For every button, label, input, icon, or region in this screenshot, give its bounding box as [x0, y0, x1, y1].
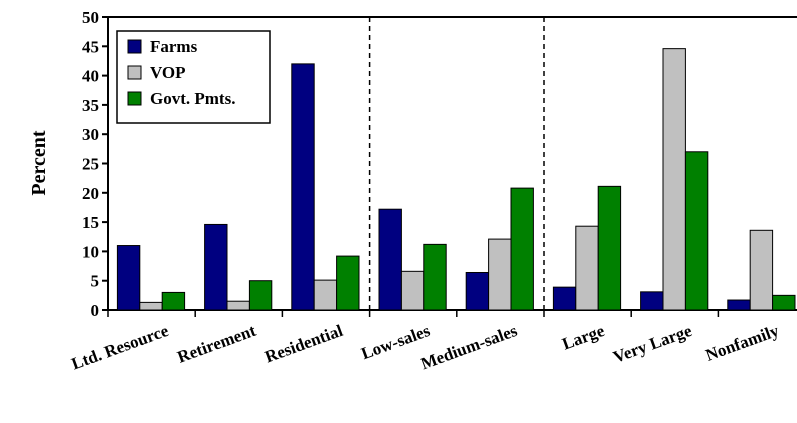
- legend-box: [116, 30, 271, 124]
- bar-vop: [400, 270, 425, 311]
- y-tick-label: 15: [82, 213, 99, 232]
- bar-farms: [378, 208, 402, 311]
- y-tick-label: 5: [91, 272, 100, 291]
- bar-govt-pmts: [423, 243, 447, 311]
- legend-swatch: [127, 91, 142, 106]
- y-tick-label: 30: [82, 125, 99, 144]
- y-tick-label: 25: [82, 155, 99, 174]
- bar-vop: [488, 238, 512, 311]
- legend-label: Govt. Pmts.: [150, 89, 235, 108]
- legend-label: Farms: [150, 37, 198, 56]
- bar-govt-pmts: [336, 255, 360, 311]
- y-tick-label: 40: [82, 67, 99, 86]
- x-category-label: Ltd. Resource: [69, 321, 171, 374]
- y-tick-label: 45: [82, 37, 99, 56]
- bar-vop: [662, 48, 686, 311]
- y-tick-label: 35: [82, 96, 99, 115]
- bar-govt-pmts: [597, 185, 622, 311]
- bar-farms: [552, 286, 577, 311]
- y-axis-label: Percent: [28, 130, 50, 195]
- bar-farms: [640, 291, 664, 311]
- x-category-label: Very Large: [611, 321, 695, 367]
- bar-vop: [226, 300, 250, 311]
- y-tick-label: 50: [82, 8, 99, 27]
- y-tick-label: 10: [82, 242, 99, 261]
- bar-govt-pmts: [684, 151, 709, 311]
- x-category-label: Retirement: [175, 321, 259, 367]
- bar-vop: [575, 225, 599, 311]
- legend-label: VOP: [150, 63, 186, 82]
- y-tick-label: 0: [91, 301, 100, 320]
- bar-farms: [291, 63, 315, 311]
- bar-vop: [313, 279, 338, 311]
- x-category-label: Nonfamily: [703, 321, 782, 365]
- legend: Farms VOP Govt. Pmts.: [116, 30, 271, 124]
- bar-farms: [727, 299, 751, 311]
- bar-farms: [116, 245, 141, 311]
- x-category-label: Medium-sales: [418, 321, 520, 374]
- x-category-label: Residential: [263, 321, 346, 367]
- bar-vop: [749, 229, 774, 311]
- bar-govt-pmts: [772, 294, 796, 311]
- bar-govt-pmts: [161, 291, 186, 311]
- x-category-label: Large: [560, 321, 608, 354]
- legend-swatch: [127, 39, 142, 54]
- bar-govt-pmts: [510, 187, 534, 311]
- bar-govt-pmts: [248, 280, 273, 311]
- legend-swatch: [127, 65, 142, 80]
- bar-vop: [139, 301, 163, 311]
- bar-farms: [204, 223, 228, 311]
- bar-farms: [465, 271, 490, 311]
- y-tick-label: 20: [82, 184, 99, 203]
